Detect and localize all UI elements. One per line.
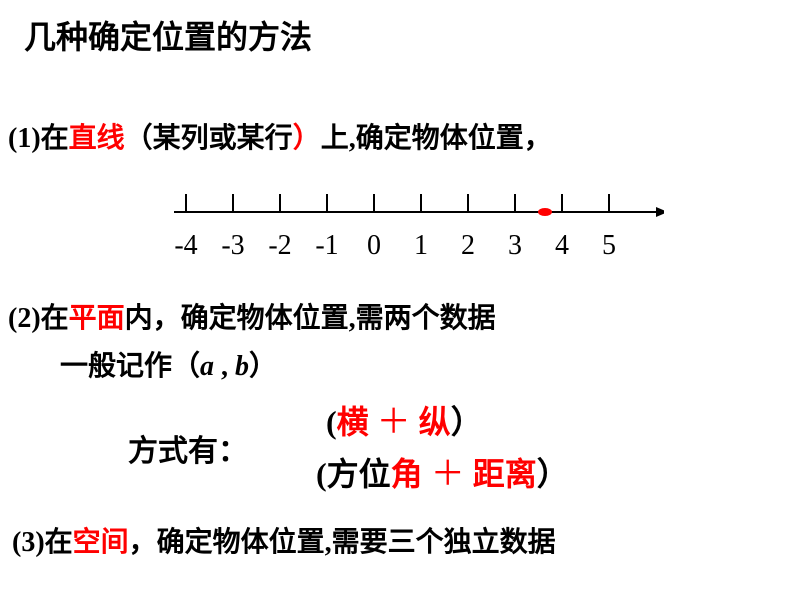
point-2: (2)在平面内，确定物体位置,需两个数据 xyxy=(8,296,496,336)
p2b-b: b xyxy=(235,351,249,382)
plus-icon: ＋ xyxy=(377,404,411,441)
p3-red1: 空间 xyxy=(73,527,129,558)
method-1: (横 ＋ 纵） xyxy=(326,394,483,443)
m1-open: ( xyxy=(326,404,337,440)
m2-open: ( xyxy=(316,456,327,492)
nl-label-0: 0 xyxy=(358,230,390,262)
p2b-a: a xyxy=(200,351,214,382)
point-1: (1)在直线（某列或某行）上,确定物体位置， xyxy=(8,116,552,156)
m1-sp1 xyxy=(369,404,377,440)
nl-label-3: 3 xyxy=(499,230,531,262)
nl-label-4: 4 xyxy=(546,230,578,262)
page-title: 几种确定位置的方法 xyxy=(24,12,312,58)
p2b-t2: ） xyxy=(249,351,277,382)
nl-label-2: 2 xyxy=(452,230,484,262)
p1-red1: 直线 xyxy=(69,123,125,154)
m1-red2: 纵 xyxy=(419,404,451,440)
m2-sp1 xyxy=(423,456,431,492)
m2-red1: 角 xyxy=(391,456,423,492)
p1-prefix: (1)在 xyxy=(8,123,69,154)
p1-red2: ） xyxy=(293,123,321,154)
p1-mid: （某列或某行 xyxy=(125,123,293,154)
m2-sp2 xyxy=(465,456,473,492)
p2b-t1: 一般记作（ xyxy=(60,351,200,382)
nl-label-1: 1 xyxy=(405,230,437,262)
m1-close: ） xyxy=(451,404,483,440)
nl-label--2: -2 xyxy=(264,230,296,262)
point-3: (3)在空间，确定物体位置,需要三个独立数据 xyxy=(12,520,556,560)
m2-black1: 方位 xyxy=(327,456,391,492)
m2-red2: 距离 xyxy=(473,456,537,492)
method-2: (方位角 ＋ 距离） xyxy=(316,446,569,495)
p2b-comma: , xyxy=(214,351,235,382)
point-2b: 一般记作（a , b） xyxy=(60,344,277,384)
p1-suffix: 上,确定物体位置， xyxy=(321,123,552,154)
p3-suffix: ，确定物体位置,需要三个独立数据 xyxy=(129,527,556,558)
plus-icon: ＋ xyxy=(431,456,465,493)
p2-red1: 平面 xyxy=(69,303,125,334)
methods-label: 方式有： xyxy=(128,426,248,470)
m1-sp2 xyxy=(411,404,419,440)
p2-suffix: 内，确定物体位置,需两个数据 xyxy=(125,303,496,334)
nl-label--3: -3 xyxy=(217,230,249,262)
nl-label--4: -4 xyxy=(170,230,202,262)
nl-label-5: 5 xyxy=(593,230,625,262)
nl-label--1: -1 xyxy=(311,230,343,262)
p2-prefix: (2)在 xyxy=(8,303,69,334)
p3-prefix: (3)在 xyxy=(12,527,73,558)
m1-red1: 横 xyxy=(337,404,369,440)
number-line xyxy=(174,170,664,230)
m2-close: ） xyxy=(537,456,569,492)
